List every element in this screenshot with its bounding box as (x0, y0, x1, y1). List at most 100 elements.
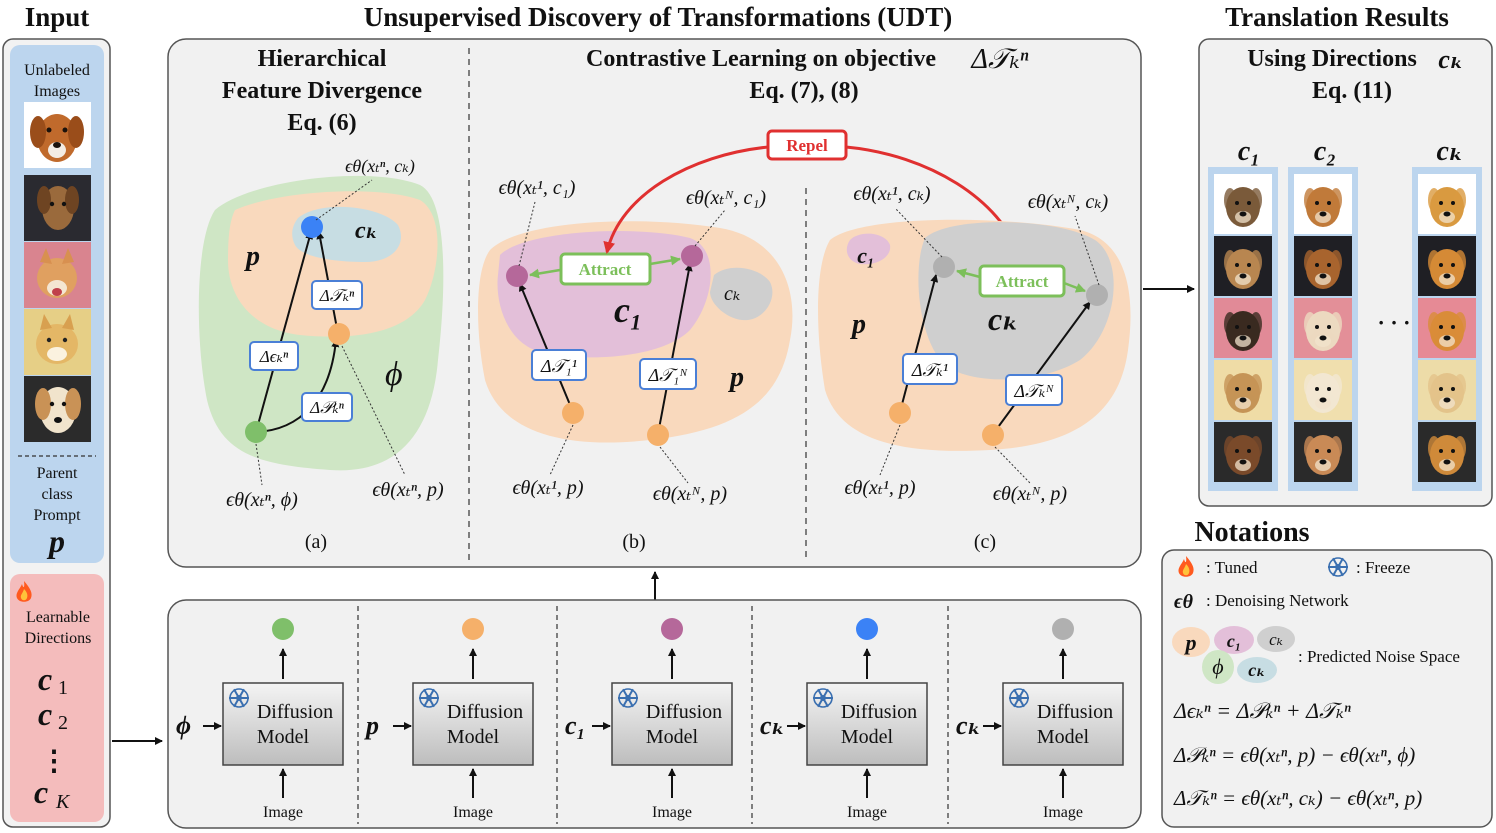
diffusion-model-label: Diffusion (257, 701, 333, 723)
diffusion-output-point (856, 618, 878, 640)
panel-a-phi: ϕ (385, 356, 403, 393)
panel-c-delta1-box (902, 353, 958, 385)
parent-label-2: class (41, 486, 72, 503)
panel-b-header-sym: Δ𝒯ₖⁿ (971, 44, 1029, 75)
panel-c-arrow-1 (899, 274, 939, 413)
results-header-sym: cₖ (1438, 45, 1463, 74)
direction-c2: c 2 (38, 696, 68, 734)
notation-denoise: : Denoising Network (1206, 591, 1349, 610)
notation-eq-1: Δϵₖⁿ = Δ𝒫ₖⁿ + Δ𝒯ₖⁿ (1173, 698, 1351, 723)
panel-a-header-1: Hierarchical (258, 46, 387, 72)
parent-label-1: Parent (37, 465, 78, 482)
blob-ck2-label: cₖ (1248, 660, 1265, 680)
notation-eq-3: Δ𝒯ₖⁿ = ϵθ(xₜⁿ, cₖ) − ϵθ(xₜⁿ, p) (1173, 786, 1422, 810)
result-image (1214, 174, 1272, 234)
learnable-label-2: Directions (25, 630, 92, 647)
panel-c-point-ck-1 (933, 256, 955, 278)
blob-phi (1202, 650, 1234, 684)
leader-phi (255, 443, 263, 486)
panel-c-eq-tr: ϵθ(xₜᴺ, cₖ) (1028, 191, 1109, 213)
blob-phi-label: ϕ (1212, 654, 1223, 679)
panel-b-c1: c₁ (614, 290, 643, 330)
diffusion-image-label: Image (263, 804, 303, 821)
delta-eps-box (249, 341, 299, 371)
blob-ck-label: cₖ (1269, 630, 1283, 649)
diffusion-model-label: Diffusion (841, 701, 917, 723)
panel-c-delta1-label: Δ𝒯ₖ¹ (911, 360, 948, 380)
panel-c-c1: c₁ (857, 243, 874, 268)
diffusion-model-label: Model (1037, 726, 1090, 748)
unlabeled-image-4 (24, 309, 91, 375)
panel-a-ck: cₖ (355, 218, 378, 244)
diffusion-model-box (412, 682, 534, 766)
svg-text:c: c (34, 774, 48, 810)
panel-c-ck: cₖ (988, 301, 1019, 337)
panel-a-eq-top: ϵθ(xₜⁿ, cₖ) (345, 156, 415, 177)
results-col-c2: c₂ (1314, 136, 1336, 167)
blob-c1 (1214, 626, 1254, 654)
result-image (1418, 174, 1476, 234)
delta-eps-arrow (255, 231, 314, 433)
result-image (1294, 236, 1352, 296)
panel-b-eq-bl: ϵθ(xₜ¹, p) (512, 477, 583, 499)
direction-dots: ⋮ (40, 746, 68, 777)
panel-b-attract-left (529, 268, 561, 279)
diffusion-model-label: Diffusion (447, 701, 523, 723)
panel-a-header-3: Eq. (6) (287, 110, 356, 136)
results-grid (1208, 167, 1482, 491)
panel-b-eq-br: ϵθ(xₜᴺ, p) (653, 483, 728, 505)
panel-b-delta1-label: Δ𝒯₁¹ (540, 356, 577, 376)
panel-c-p: p (850, 309, 866, 340)
result-image (1294, 174, 1352, 234)
diffusion-model-label: Model (447, 726, 500, 748)
parent-symbol: p (46, 523, 65, 559)
diffusion-model-box (611, 682, 733, 766)
diffusion-model-label: Model (257, 726, 310, 748)
delta-p-box (301, 392, 353, 422)
diffusion-input-symbol: cₖ (956, 711, 981, 740)
diffusion-model-label: Model (841, 726, 894, 748)
panel-b-point-c1-1 (506, 265, 528, 287)
delta-p-label: Δ𝒫ₖⁿ (309, 398, 344, 417)
diffusion-output-point (1052, 618, 1074, 640)
panel-b-deltan-box (639, 358, 697, 390)
panel-b-ck-region (710, 267, 773, 321)
learnable-label-1: Learnable (26, 609, 90, 626)
notation-tuned: : Tuned (1206, 558, 1258, 577)
panel-c-eq-br: ϵθ(xₜᴺ, p) (993, 483, 1068, 505)
diffusion-model-box (222, 682, 344, 766)
diffusion-output-point (272, 618, 294, 640)
svg-text:1: 1 (58, 677, 68, 699)
results-col-ck: cₖ (1436, 136, 1463, 167)
panel-b-p: p (728, 362, 744, 393)
diffusion-model-box (806, 682, 928, 766)
panel-c-arrow-n (992, 301, 1091, 435)
panel-c-leader-bl (879, 424, 901, 476)
diffusion-model-label: Diffusion (1037, 701, 1113, 723)
panel-b-eq-tr: ϵθ(xₜᴺ, c₁) (686, 187, 766, 209)
results-title: Translation Results (1225, 2, 1449, 32)
panel-c-attract-label: Attract (996, 272, 1049, 291)
input-title: Input (25, 2, 90, 32)
blob-ck (1257, 626, 1295, 652)
notations-panel (1161, 549, 1493, 828)
diffusion-model-box (1002, 682, 1124, 766)
panel-b-leader-bl (549, 424, 574, 476)
diffusion-image-label: Image (1043, 804, 1083, 821)
svg-text:K: K (55, 791, 71, 813)
panel-b-delta1-box (531, 349, 587, 381)
panel-c-ck-region (918, 222, 1114, 380)
panel-c-attract-box (978, 264, 1066, 298)
panel-b-point-p1 (562, 402, 584, 424)
panel-b-leader-tl (518, 201, 536, 267)
diffusion-input-symbol: cₖ (760, 711, 785, 740)
delta-t-box (311, 280, 363, 310)
panel-c-leader-tl (894, 207, 943, 258)
panel-c-attract-left (956, 268, 981, 279)
unlabeled-image-2 (24, 175, 91, 241)
panel-a-eq-right: ϵθ(xₜⁿ, p) (372, 479, 444, 501)
panel-c-leader-br (994, 446, 1031, 484)
results-ellipsis: · · · (1377, 310, 1410, 335)
panel-b-point-c1-n (681, 245, 703, 267)
point-ck (301, 216, 323, 238)
